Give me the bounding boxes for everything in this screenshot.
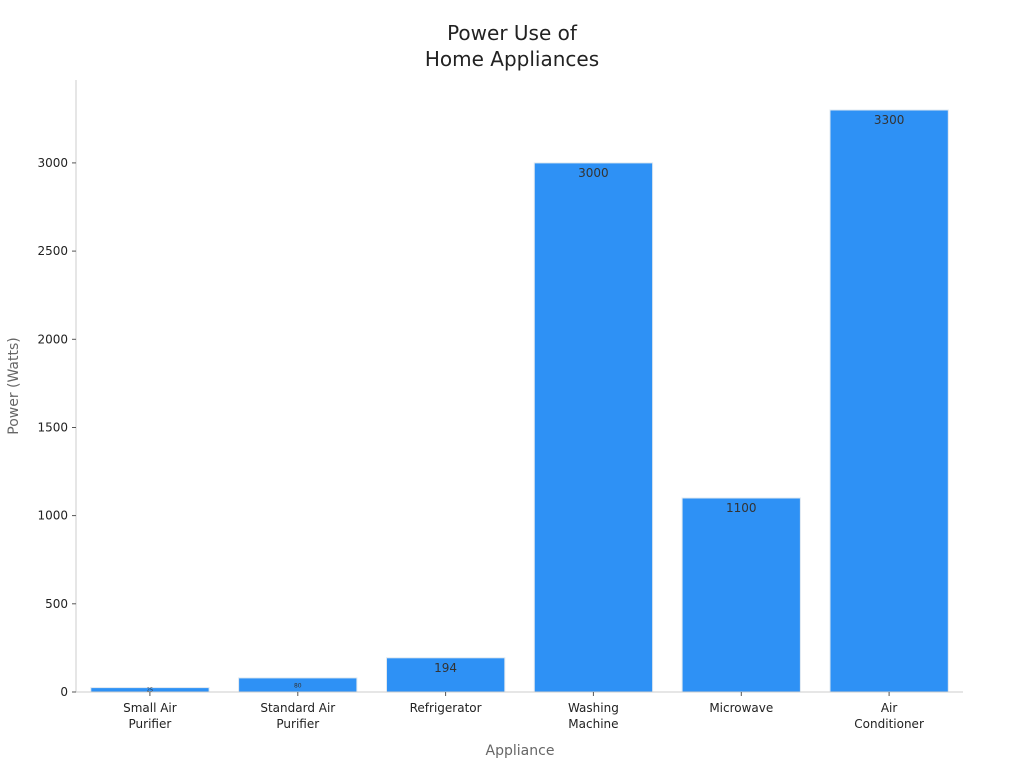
y-tick-label-5: 2500 — [37, 244, 68, 258]
data-label-1: 80 — [294, 682, 302, 689]
bars-layer — [90, 109, 949, 693]
data-labels-layer: 25 80 194 3000 1100 3300 — [147, 113, 905, 694]
chart-title-line-2: Home Appliances — [425, 47, 599, 71]
data-label-5: 3300 — [874, 113, 905, 127]
bar-5 — [829, 109, 949, 693]
y-tick-label-6: 3000 — [37, 156, 68, 170]
y-tick-label-1: 500 — [45, 597, 68, 611]
x-tick-label-1-0: Standard Air — [260, 701, 335, 715]
y-ticks-layer: 0 500 1000 1500 2000 2500 3000 — [37, 156, 76, 699]
data-label-4: 1100 — [726, 501, 757, 515]
y-tick-label-0: 0 — [60, 685, 68, 699]
x-tick-label-0-0: Small Air — [123, 701, 177, 715]
x-axis-label: Appliance — [486, 743, 555, 759]
y-axis-label: Power (Watts) — [6, 337, 22, 435]
x-tick-label-3-1: Machine — [568, 717, 618, 731]
bar-4 — [681, 497, 801, 693]
y-tick-label-3: 1500 — [37, 421, 68, 435]
y-tick-label-4: 2000 — [37, 332, 68, 346]
x-tick-label-1-1: Purifier — [276, 717, 319, 731]
bar-3 — [533, 162, 654, 693]
y-tick-label-2: 1000 — [37, 509, 68, 523]
chart-title-line-1: Power Use of — [447, 21, 578, 45]
x-tick-label-5-0: Air — [881, 701, 898, 715]
x-tick-label-5-1: Conditioner — [854, 717, 924, 731]
bar-2 — [386, 657, 506, 693]
x-tick-label-4-0: Microwave — [709, 701, 773, 715]
data-label-2: 194 — [434, 661, 457, 675]
x-tick-label-3-0: Washing — [568, 701, 619, 715]
x-tick-label-2-0: Refrigerator — [410, 701, 482, 715]
data-label-0: 25 — [147, 688, 153, 694]
data-label-3: 3000 — [578, 166, 609, 180]
x-tick-label-0-1: Purifier — [129, 717, 172, 731]
x-ticks-layer: Small Air Purifier Standard Air Purifier Ref… — [123, 692, 924, 731]
